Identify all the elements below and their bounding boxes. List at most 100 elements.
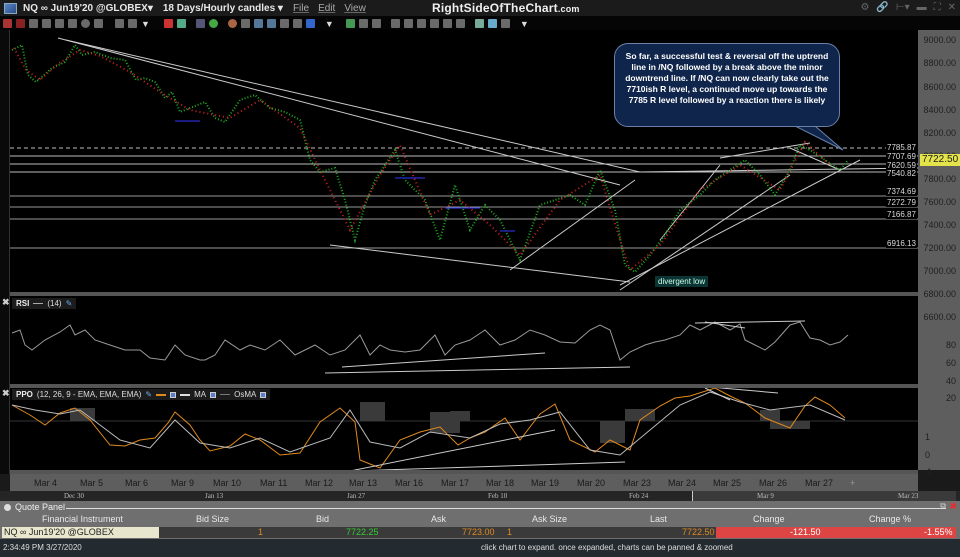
menu-view[interactable]: View — [344, 2, 366, 14]
crosshair-icon[interactable] — [16, 18, 25, 28]
detach-icon[interactable]: ⧉ — [940, 501, 946, 510]
time-navigator[interactable]: Dec 30 Jan 13 Jan 27 Feb 10 Feb 24 Mar 9… — [0, 491, 960, 501]
undo-icon[interactable] — [279, 18, 289, 28]
ppo-tick: -1 — [923, 467, 932, 477]
grid-icon[interactable] — [42, 18, 51, 28]
draw-line-icon[interactable] — [163, 18, 173, 28]
quote-panel: Quote Panel ⧉ ✖ Financial Instrument Bid… — [0, 501, 960, 539]
brand-logo: RightSideOfTheChart.com — [432, 1, 580, 15]
layout-icon[interactable] — [115, 18, 124, 28]
date-tick: Mar 16 — [395, 477, 424, 488]
close-rsi-icon[interactable]: ✖ — [2, 297, 10, 307]
price-tick: 8400.00 — [923, 105, 956, 115]
osma-line-swatch — [220, 394, 231, 395]
cursor-tool-icon[interactable] — [240, 18, 250, 28]
link-icon[interactable]: 🔗 — [876, 2, 889, 13]
ppo-line-checkbox[interactable] — [170, 391, 177, 398]
redo-icon[interactable] — [292, 18, 302, 28]
settings-icon[interactable]: ⚙ — [860, 2, 870, 13]
scroll-left-icon[interactable] — [416, 18, 426, 28]
chart-app-icon — [4, 2, 17, 14]
change-pct-cell: -1.55% — [924, 527, 953, 537]
col-header[interactable]: Change — [753, 514, 785, 524]
price-tick: 9000.00 — [923, 35, 956, 45]
pointer-icon[interactable] — [29, 18, 38, 28]
add-icon[interactable]: + — [850, 477, 856, 488]
maximize-icon[interactable]: ⛶ — [933, 2, 941, 13]
bid-cell: 7722.25 — [346, 527, 379, 537]
dropdown-icon[interactable]: ▼ — [141, 18, 150, 29]
expand-icon[interactable] — [442, 18, 452, 28]
paint-icon[interactable] — [474, 18, 484, 28]
symbol-selector[interactable]: NQ ∞ Jun19'20 @GLOBEX▾ — [23, 2, 153, 14]
status-bar: 2:34:49 PM 3/27/2020 click chart to expa… — [0, 539, 960, 557]
nav-date: Mar 23 — [898, 492, 919, 500]
arrow-icon[interactable] — [305, 18, 315, 28]
nav-date: Feb 24 — [629, 492, 649, 500]
timeframe-selector[interactable]: 18 Days/Hourly candles ▾ — [162, 2, 283, 14]
col-header[interactable]: Last — [650, 514, 668, 524]
close-icon[interactable]: ✕ — [947, 2, 956, 13]
channel-icon[interactable] — [371, 18, 381, 28]
close-ppo-icon[interactable]: ✖ — [2, 388, 10, 398]
circle-icon[interactable] — [81, 18, 90, 28]
col-header[interactable]: Ask — [431, 514, 447, 524]
ppo-panel-divider[interactable] — [0, 384, 918, 388]
window-titlebar: NQ ∞ Jun19'20 @GLOBEX▾ 18 Days/Hourly ca… — [0, 0, 960, 16]
quote-panel-title[interactable]: Quote Panel — [4, 502, 65, 512]
ma-checkbox[interactable] — [210, 391, 217, 398]
date-tick: Mar 13 — [349, 477, 378, 488]
dropdown-icon[interactable]: ▼ — [519, 18, 529, 29]
menu-file[interactable]: File — [292, 2, 310, 14]
refresh-icon[interactable] — [487, 18, 497, 28]
ask-size-cell: 1 — [507, 527, 513, 537]
close-chart-icon[interactable] — [3, 18, 12, 28]
pin-icon[interactable]: ⊢▾ — [895, 2, 910, 13]
trendline-icon[interactable] — [358, 18, 368, 28]
snapshot-icon[interactable] — [68, 18, 77, 28]
col-header[interactable]: Bid Size — [196, 514, 230, 524]
date-tick: Mar 6 — [125, 477, 149, 488]
level-label: 7707.69 — [886, 152, 917, 161]
print-icon[interactable] — [55, 18, 64, 28]
level-label: 7272.79 — [886, 198, 917, 207]
rsi-panel-divider[interactable] — [0, 292, 918, 296]
minimize-icon[interactable]: ▬ — [916, 2, 927, 13]
nav-date: Jan 27 — [347, 492, 366, 500]
divergent-low-label: divergent low — [655, 276, 709, 287]
candle-icon[interactable] — [176, 18, 186, 28]
col-header[interactable]: Financial Instrument — [42, 514, 124, 524]
quote-row[interactable]: NQ ∞ Jun19'20 @GLOBEX 1 7722.25 7723.00 … — [2, 527, 956, 538]
navigator-selection[interactable] — [692, 491, 956, 501]
play-icon[interactable] — [208, 18, 218, 28]
fib-icon[interactable] — [345, 18, 355, 28]
ma-line-swatch — [180, 393, 191, 396]
text-tool-icon[interactable] — [253, 18, 263, 28]
close-panel-icon[interactable]: ✖ — [949, 501, 957, 511]
wrench-icon[interactable] — [500, 18, 510, 28]
zoom-in-icon[interactable] — [390, 18, 400, 28]
area-icon[interactable] — [195, 18, 205, 28]
scroll-right-icon[interactable] — [429, 18, 439, 28]
collapse-icon[interactable] — [4, 503, 11, 511]
text-box-icon[interactable] — [266, 18, 276, 28]
price-axis[interactable]: 9000.00 8800.00 8600.00 8400.00 8200.00 … — [918, 30, 960, 495]
zoom-out-icon[interactable] — [403, 18, 413, 28]
price-tick: 8600.00 — [923, 82, 956, 92]
dropdown-icon[interactable]: ▼ — [324, 18, 334, 29]
osma-label: OsMA — [234, 390, 257, 399]
image-icon[interactable] — [94, 18, 103, 28]
col-header[interactable]: Ask Size — [532, 514, 568, 524]
window-grid-icon[interactable] — [128, 18, 137, 28]
time-axis[interactable]: Mar 4 Mar 5 Mar 6 Mar 9 Mar 10 Mar 11 Ma… — [10, 474, 918, 491]
col-header[interactable]: Change % — [869, 514, 912, 524]
date-tick: Mar 12 — [305, 477, 334, 488]
col-header[interactable]: Bid — [316, 514, 330, 524]
target-icon[interactable] — [227, 18, 237, 28]
current-price-tag: 7722.50 — [920, 154, 960, 166]
menu-edit[interactable]: Edit — [318, 2, 336, 14]
osma-checkbox[interactable] — [260, 391, 267, 398]
compress-icon[interactable] — [455, 18, 465, 28]
edit-rsi-icon[interactable]: ✎ — [65, 299, 73, 308]
edit-ppo-icon[interactable]: ✎ — [145, 390, 153, 399]
